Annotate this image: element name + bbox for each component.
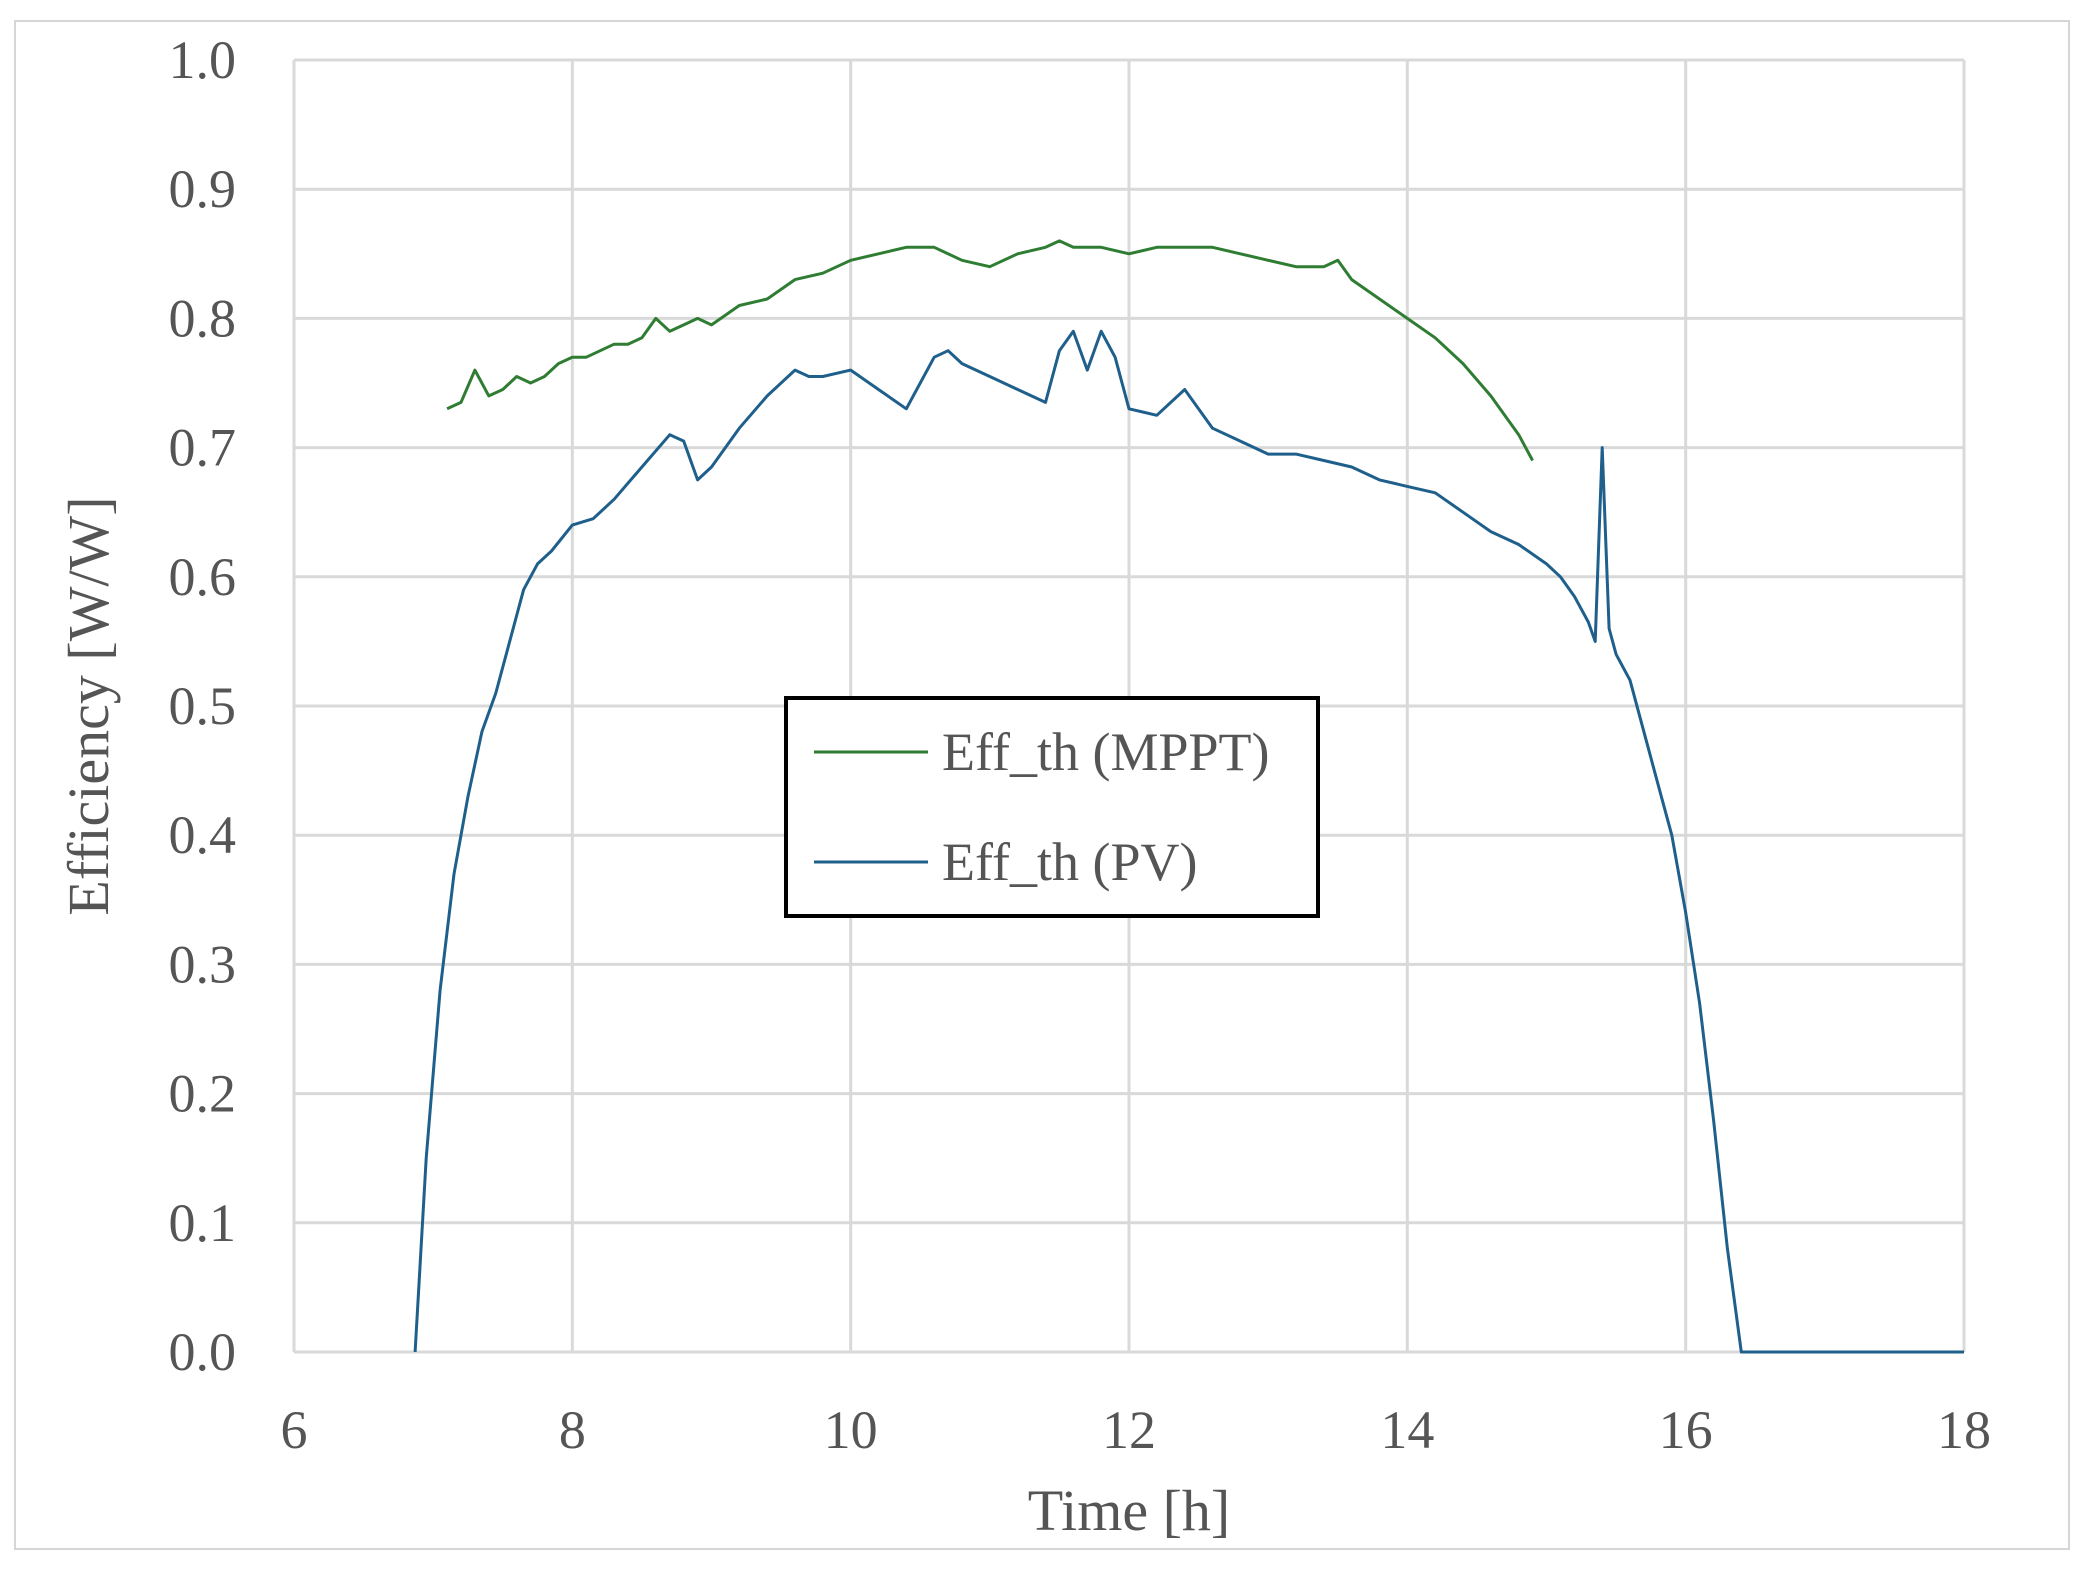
- x-axis-title: Time [h]: [1028, 1478, 1231, 1543]
- legend-box: [784, 696, 1320, 918]
- x-tick-label: 16: [1659, 1400, 1713, 1460]
- y-tick-label: 0.1: [169, 1193, 237, 1253]
- x-tick-label: 12: [1102, 1400, 1156, 1460]
- y-tick-label: 0.7: [169, 418, 237, 478]
- x-tick-label: 18: [1937, 1400, 1991, 1460]
- legend-label-pv: Eff_th (PV): [942, 832, 1197, 892]
- series-line-pv: [413, 329, 1964, 1354]
- y-tick-label: 0.8: [169, 288, 237, 348]
- x-tick-label: 8: [559, 1400, 586, 1460]
- x-tick-label: 14: [1380, 1400, 1434, 1460]
- legend-label-mppt: Eff_th (MPPT): [942, 722, 1270, 782]
- y-tick-label: 0.2: [169, 1064, 237, 1124]
- y-axis-title: Efficiency [W/W]: [56, 496, 121, 915]
- y-tick-labels: 0.0 0.1 0.2 0.3 0.4 0.5 0.6 0.7 0.8 0.9 1.0: [169, 30, 237, 1382]
- y-tick-label: 0.3: [169, 934, 237, 994]
- series-line-mppt: [446, 239, 1534, 462]
- y-tick-label: 0.6: [169, 547, 237, 607]
- y-tick-label: 1.0: [169, 30, 237, 90]
- legend: Eff_th (MPPT) Eff_th (PV): [784, 696, 1320, 918]
- y-tick-label: 0.9: [169, 159, 237, 219]
- x-tick-label: 6: [281, 1400, 308, 1460]
- y-tick-label: 0.4: [169, 805, 237, 865]
- y-tick-label: 0.5: [169, 676, 237, 736]
- x-tick-label: 10: [824, 1400, 878, 1460]
- series-lines: [413, 239, 1964, 1354]
- x-tick-labels: 6 8 10 12 14 16 18: [281, 1400, 1992, 1460]
- y-tick-label: 0.0: [169, 1322, 237, 1382]
